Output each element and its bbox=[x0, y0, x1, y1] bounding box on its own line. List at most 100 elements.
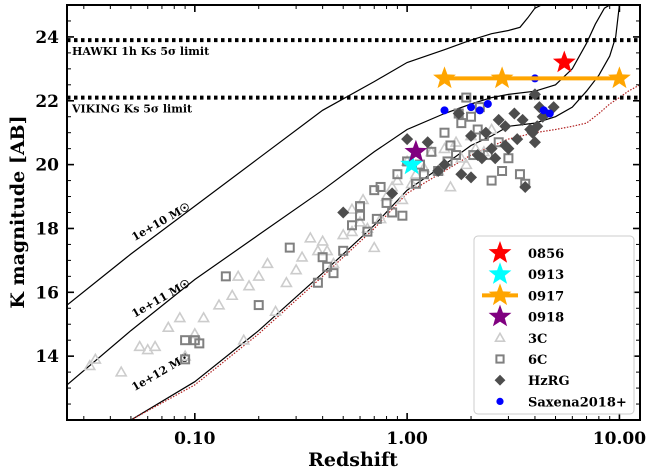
point-0913 bbox=[400, 152, 423, 175]
x-tick-label: 0.10 bbox=[174, 429, 216, 449]
point-6c bbox=[426, 146, 437, 157]
point-3c bbox=[417, 161, 431, 173]
y-tick-label: 18 bbox=[35, 219, 59, 239]
point-6c bbox=[355, 201, 366, 212]
point-3c bbox=[88, 352, 102, 364]
point-3c bbox=[353, 215, 367, 227]
point-3c bbox=[367, 241, 381, 253]
point-3c bbox=[303, 231, 317, 243]
point-3c bbox=[485, 122, 498, 135]
point-hzrg bbox=[494, 374, 506, 386]
point-3c bbox=[494, 331, 506, 342]
point-0918 bbox=[404, 139, 428, 162]
point-hzrg bbox=[531, 120, 544, 133]
mass-track-line bbox=[67, 5, 560, 306]
y-tick-label: 22 bbox=[35, 92, 59, 112]
point-0917 bbox=[488, 283, 512, 306]
point-hzrg bbox=[519, 180, 532, 193]
point-0856 bbox=[552, 50, 576, 73]
point-3c bbox=[231, 269, 245, 281]
point-6c bbox=[338, 245, 349, 256]
point-hzrg bbox=[499, 120, 512, 133]
point-3c bbox=[345, 225, 359, 237]
point-3c bbox=[459, 158, 473, 170]
legend-label: 0913 bbox=[528, 268, 564, 283]
point-hzrg bbox=[401, 133, 414, 146]
point-0917 bbox=[608, 66, 631, 89]
y-tick-label: 16 bbox=[35, 283, 59, 303]
point-3c bbox=[289, 263, 303, 275]
limit-label: HAWKI 1h Ks 5σ limit bbox=[72, 45, 210, 58]
point-3c bbox=[444, 180, 457, 192]
point-saxena2018+ bbox=[496, 397, 504, 405]
point-hzrg bbox=[528, 88, 541, 101]
point-3c bbox=[212, 298, 226, 310]
point-3c bbox=[225, 288, 239, 301]
point-6c bbox=[397, 210, 408, 221]
point-6c bbox=[355, 210, 366, 221]
legend: 0856 0913 0917 0918 3C 6C HzRG Saxena2018+ bbox=[473, 235, 635, 415]
point-3c bbox=[396, 193, 409, 205]
point-6c bbox=[495, 354, 505, 364]
point-3c bbox=[454, 151, 468, 163]
point-6c bbox=[253, 300, 264, 311]
mass-track-line bbox=[130, 5, 620, 420]
point-6c bbox=[180, 354, 191, 365]
point-6c bbox=[392, 169, 403, 180]
point-hzrg bbox=[432, 165, 445, 177]
point-3c bbox=[269, 304, 282, 317]
point-6c bbox=[347, 220, 358, 231]
point-0917 bbox=[490, 66, 514, 89]
point-hzrg bbox=[455, 168, 468, 181]
legend-box bbox=[473, 235, 635, 415]
point-6c bbox=[503, 153, 514, 164]
point-6c bbox=[381, 197, 392, 208]
point-6c bbox=[497, 166, 508, 176]
point-3c bbox=[148, 339, 162, 352]
point-hzrg bbox=[485, 142, 498, 155]
data-points bbox=[83, 50, 631, 377]
point-hzrg bbox=[502, 142, 515, 155]
point-6c bbox=[194, 338, 205, 349]
mass-track-label: 1e+11 M☉ bbox=[130, 277, 193, 321]
point-0913 bbox=[488, 262, 512, 284]
point-6c bbox=[220, 271, 231, 282]
point-6c bbox=[312, 277, 323, 288]
point-6c bbox=[461, 92, 472, 103]
point-3c bbox=[237, 333, 251, 345]
point-hzrg bbox=[438, 158, 451, 171]
legend-label: 0856 bbox=[528, 247, 564, 262]
point-hzrg bbox=[489, 152, 502, 165]
point-6c bbox=[410, 178, 421, 189]
point-3c bbox=[161, 320, 175, 332]
mass-track-label: 1e+10 M☉ bbox=[130, 200, 193, 244]
point-6c bbox=[317, 252, 328, 263]
point-6c bbox=[439, 127, 450, 138]
x-axis-ticks: 0.10 1.00 10.00 bbox=[83, 5, 646, 449]
point-3c bbox=[83, 359, 97, 371]
limit-label: VIKING Ks 5σ limit bbox=[71, 103, 193, 116]
legend-label: Saxena2018+ bbox=[528, 395, 627, 410]
point-hzrg bbox=[511, 133, 524, 146]
point-hzrg bbox=[465, 171, 478, 184]
y-axis-ticks: 14 16 18 20 22 24 bbox=[35, 4, 640, 421]
legend-label: HzRG bbox=[528, 374, 570, 389]
point-6c bbox=[472, 124, 483, 135]
point-hzrg bbox=[337, 206, 350, 219]
y-tick-label: 14 bbox=[35, 347, 59, 367]
point-6c bbox=[387, 207, 398, 218]
point-6c bbox=[451, 150, 462, 161]
point-hzrg bbox=[528, 136, 541, 149]
point-saxena2018+ bbox=[440, 106, 449, 115]
point-hzrg bbox=[475, 152, 488, 165]
point-3c bbox=[336, 228, 350, 240]
point-6c bbox=[284, 242, 295, 253]
mass-track-label: 1e+12 M☉ bbox=[130, 350, 193, 394]
point-3c bbox=[188, 327, 202, 339]
y-tick-label: 24 bbox=[35, 28, 59, 48]
point-hzrg bbox=[492, 113, 505, 126]
point-3c bbox=[280, 276, 293, 288]
point-6c bbox=[486, 175, 497, 186]
point-hzrg bbox=[386, 187, 399, 200]
